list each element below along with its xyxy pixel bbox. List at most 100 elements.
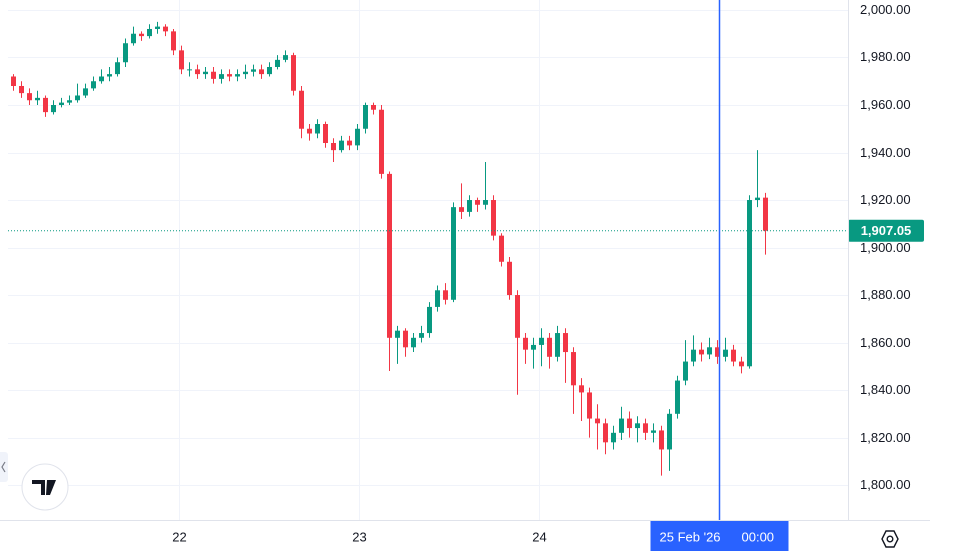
candle-body (395, 330, 400, 338)
candle-body (99, 76, 104, 82)
candles (11, 21, 768, 476)
candle-body (307, 128, 312, 134)
crosshair-date: 25 Feb '26 (660, 529, 721, 544)
candle-body (659, 430, 664, 450)
candle-body (323, 124, 328, 144)
candle-body (51, 104, 56, 113)
overlay: 1,907.05 25 Feb '26 00:00 (8, 0, 924, 551)
candle-body (723, 349, 728, 357)
candle-body (123, 43, 128, 63)
candle-body (675, 380, 680, 414)
candle-body (419, 333, 424, 338)
candle-body (187, 69, 192, 71)
x-tick-label: 24 (532, 529, 546, 544)
candle-body (731, 349, 736, 362)
candle-body (467, 200, 472, 212)
settings-hex (881, 530, 899, 548)
candle-body (251, 69, 256, 72)
candle-body (195, 69, 200, 75)
candle-body (515, 295, 520, 338)
candle-body (291, 55, 296, 91)
crosshair-label-box (650, 521, 789, 551)
candle-body (379, 109, 384, 174)
candle-body (387, 173, 392, 338)
candle-body (691, 349, 696, 362)
candle-body (539, 337, 544, 345)
candle-body (571, 352, 576, 386)
candle-body (275, 59, 280, 67)
candle-body (595, 418, 600, 424)
candle-body (643, 423, 648, 433)
candle-body (603, 423, 608, 443)
candle-body (683, 361, 688, 381)
candle-body (27, 93, 32, 101)
candle-body (587, 392, 592, 419)
candle-body (747, 200, 752, 367)
candle-body (219, 74, 224, 79)
grid (8, 0, 848, 520)
candle-body (755, 197, 760, 201)
candle-body (75, 95, 80, 101)
candle-body (715, 347, 720, 357)
candle-body (259, 69, 264, 75)
candle-body (243, 71, 248, 75)
x-tick-label: 22 (172, 529, 186, 544)
x-tick-label: 23 (352, 529, 366, 544)
candle-body (179, 50, 184, 70)
candle-body (203, 71, 208, 75)
candle-body (19, 85, 24, 94)
candle-body (267, 66, 272, 75)
y-tick-label: 1,840.00 (860, 382, 911, 397)
y-tick-label: 1,860.00 (860, 335, 911, 350)
y-tick-label: 1,820.00 (860, 430, 911, 445)
candle-body (115, 62, 120, 75)
candle-body (507, 261, 512, 296)
candle-body (403, 330, 408, 348)
candle-body (299, 90, 304, 129)
candle-body (107, 74, 112, 77)
y-tick-label: 1,880.00 (860, 287, 911, 302)
candle-body (43, 97, 48, 113)
candle-body (667, 413, 672, 450)
candle-body (355, 128, 360, 146)
candle-body (435, 290, 440, 307)
candle-body (483, 200, 488, 205)
logo-dot (48, 480, 54, 486)
candle-body (339, 140, 344, 151)
candle-body (11, 76, 16, 86)
candle-body (227, 74, 232, 77)
candle-body (315, 124, 320, 134)
candle-body (475, 200, 480, 205)
candle-body (91, 81, 96, 89)
y-tick-label: 1,920.00 (860, 192, 911, 207)
settings-icon[interactable] (881, 530, 899, 548)
y-tick-label: 1,900.00 (860, 240, 911, 255)
candle-body (211, 71, 216, 79)
candle-body (163, 26, 168, 32)
candle-body (147, 28, 152, 37)
candle-body (155, 26, 160, 29)
candle-body (67, 100, 72, 103)
candle-body (35, 97, 40, 101)
candle-body (171, 31, 176, 51)
side-tab[interactable] (0, 452, 8, 482)
candle-body (499, 235, 504, 262)
candle-body (547, 337, 552, 357)
y-tick-label: 1,960.00 (860, 97, 911, 112)
crosshair-time: 00:00 (742, 529, 775, 544)
candle-body (363, 104, 368, 129)
candle-body (627, 418, 632, 429)
candle-body (371, 104, 376, 110)
candle-body (555, 333, 560, 357)
candle-body (347, 140, 352, 146)
candle-body (619, 418, 624, 433)
side-tab-arrow (1, 461, 6, 473)
y-tick-label: 1,940.00 (860, 145, 911, 160)
candle-body (131, 33, 136, 44)
candle-body (531, 344, 536, 350)
candle-body (451, 207, 456, 300)
candle-body (579, 385, 584, 393)
candle-body (427, 306, 432, 334)
